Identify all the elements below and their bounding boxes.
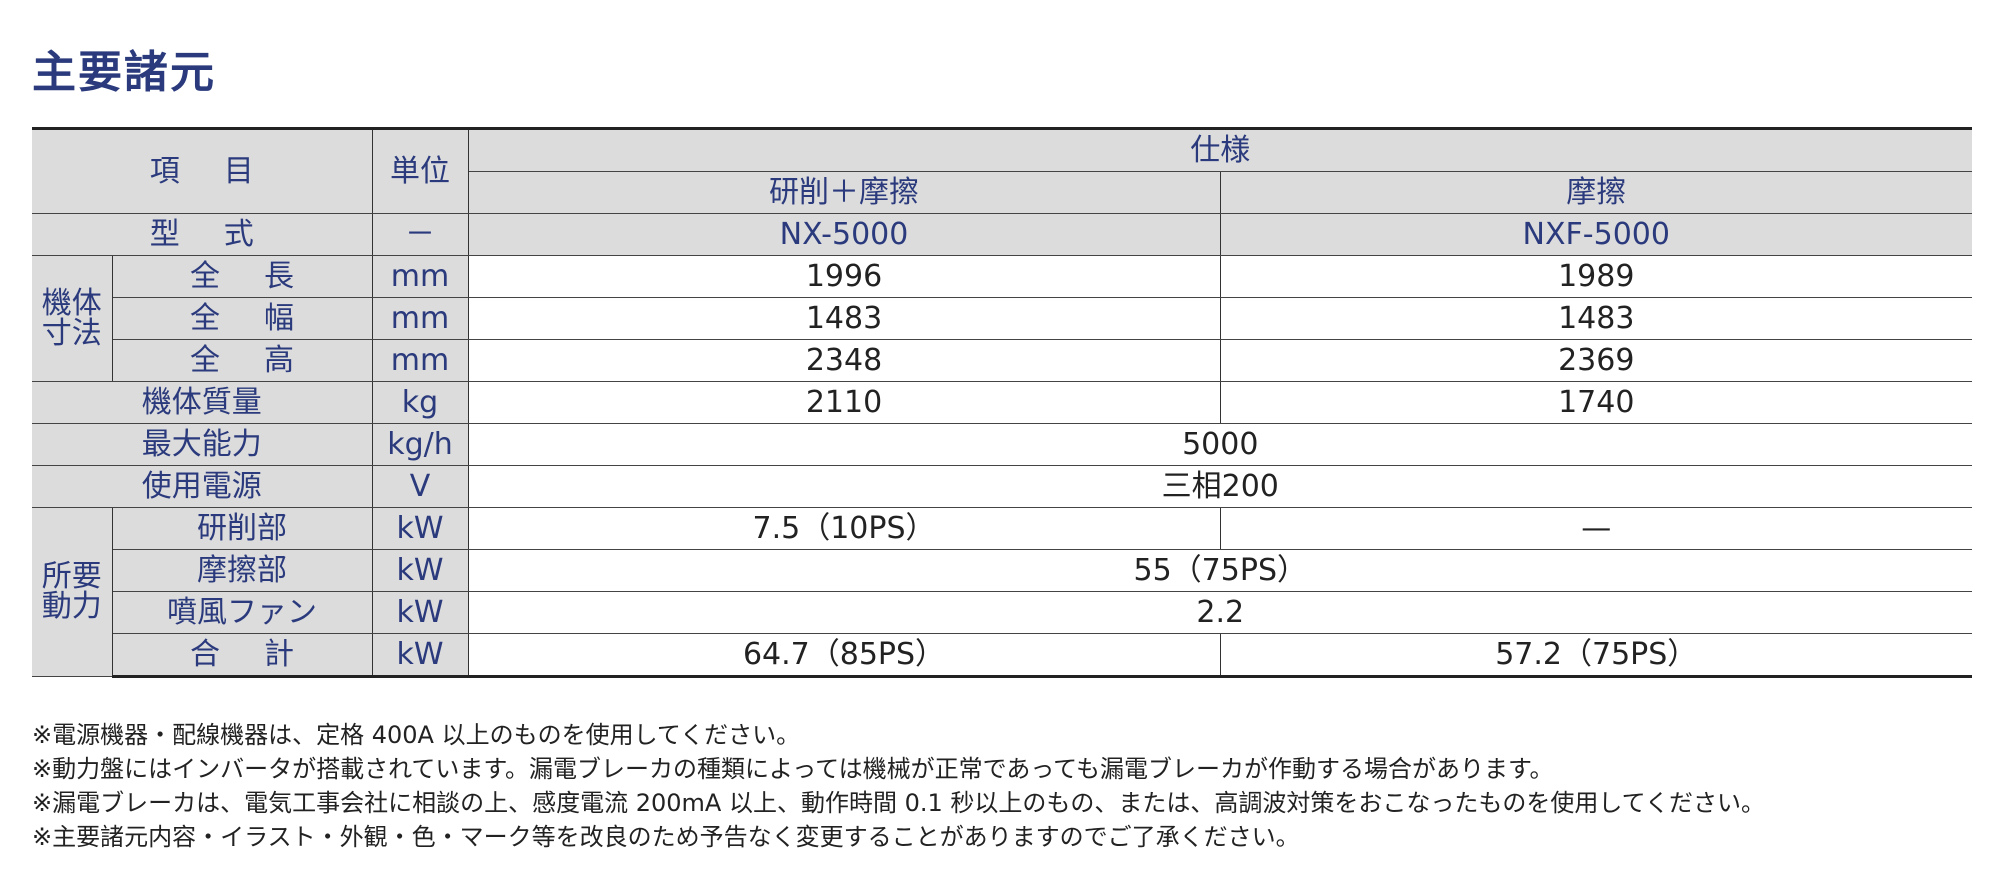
header-row-1: 項目 単位 仕様	[32, 127, 1972, 214]
label-model: 型式	[32, 213, 373, 256]
value-width-1: 1483	[467, 297, 1221, 340]
note-line: ※電源機器・配線機器は、定格 400A 以上のものを使用してください。	[32, 721, 801, 749]
row-width: 全幅 mm 1483 1483	[32, 297, 1972, 340]
value-height-2: 2369	[1219, 339, 1972, 382]
label-height: 全高	[112, 339, 373, 382]
value-total-1: 64.7（85PS）	[467, 633, 1221, 678]
label-mass: 機体質量	[32, 381, 373, 424]
unit-friction: kW	[371, 549, 469, 592]
unit-fan: kW	[371, 591, 469, 634]
row-length: 機体寸法 全長 mm 1996 1989	[32, 255, 1972, 382]
page-title: 主要諸元	[32, 47, 216, 98]
label-power-source: 使用電源	[32, 465, 373, 508]
row-total-power: 合計 kW 64.7（85PS） 57.2（75PS）	[32, 633, 1972, 678]
label-total: 合計	[112, 633, 373, 678]
group-power: 所要動力	[32, 507, 113, 677]
value-width-2: 1483	[1219, 297, 1972, 340]
value-grinding-2: —	[1219, 507, 1972, 550]
value-grinding-1: 7.5（10PS）	[467, 507, 1221, 550]
value-capacity: 5000	[467, 423, 1972, 466]
value-length-1: 1996	[467, 255, 1221, 298]
row-height: 全高 mm 2348 2369	[32, 339, 1972, 382]
notes: ※電源機器・配線機器は、定格 400A 以上のものを使用してください。 ※動力盤…	[32, 718, 1765, 854]
row-grinding-power: 所要動力 研削部 kW 7.5（10PS） —	[32, 507, 1972, 677]
model-nx: NX-5000	[467, 213, 1221, 256]
value-total-2: 57.2（75PS）	[1219, 633, 1972, 678]
unit-grinding: kW	[371, 507, 469, 550]
label-width: 全幅	[112, 297, 373, 340]
value-height-1: 2348	[467, 339, 1221, 382]
value-fan: 2.2	[467, 591, 1972, 634]
unit-width: mm	[371, 297, 469, 340]
row-fan-power: 噴風ファン kW 2.2	[32, 591, 1972, 634]
note-line: ※主要諸元内容・イラスト・外観・色・マーク等を改良のため予告なく変更することがあ…	[32, 823, 1300, 851]
label-friction: 摩擦部	[112, 549, 373, 592]
unit-capacity: kg/h	[371, 423, 469, 466]
group-dimensions: 機体寸法	[32, 255, 113, 382]
header-spec: 仕様	[467, 127, 1972, 172]
row-model: 型式 － NX-5000 NXF-5000	[32, 213, 1972, 256]
row-capacity: 最大能力 kg/h 5000	[32, 423, 1972, 466]
header-unit: 単位	[371, 127, 469, 214]
label-capacity: 最大能力	[32, 423, 373, 466]
row-friction-power: 摩擦部 kW 55（75PS）	[32, 549, 1972, 592]
value-length-2: 1989	[1219, 255, 1972, 298]
value-friction: 55（75PS）	[467, 549, 1972, 592]
unit-height: mm	[371, 339, 469, 382]
value-mass-1: 2110	[467, 381, 1221, 424]
header-col-friction: 摩擦	[1219, 171, 1972, 214]
row-power-source: 使用電源 V 三相200	[32, 465, 1972, 508]
unit-model: －	[371, 213, 469, 256]
unit-total: kW	[371, 633, 469, 678]
label-grinding: 研削部	[111, 507, 373, 550]
unit-length: mm	[371, 255, 469, 298]
note-line: ※漏電ブレーカは、電気工事会社に相談の上、感度電流 200mA 以上、動作時間 …	[32, 789, 1765, 817]
unit-mass: kg	[371, 381, 469, 424]
header-item: 項目	[32, 127, 373, 214]
model-nxf: NXF-5000	[1219, 213, 1972, 256]
label-length: 全長	[111, 255, 373, 298]
value-mass-2: 1740	[1219, 381, 1972, 424]
label-fan: 噴風ファン	[112, 591, 373, 634]
value-power-source: 三相200	[467, 465, 1972, 508]
unit-power-source: V	[371, 465, 469, 508]
header-col-grinding-friction: 研削＋摩擦	[468, 171, 1221, 214]
note-line: ※動力盤にはインバータが搭載されています。漏電ブレーカの種類によっては機械が正常…	[32, 755, 1554, 783]
row-mass: 機体質量 kg 2110 1740	[32, 381, 1972, 424]
spec-table: 項目 単位 仕様 研削＋摩擦 摩擦 型式 － NX-5000 NXF-5000 …	[32, 127, 1972, 678]
